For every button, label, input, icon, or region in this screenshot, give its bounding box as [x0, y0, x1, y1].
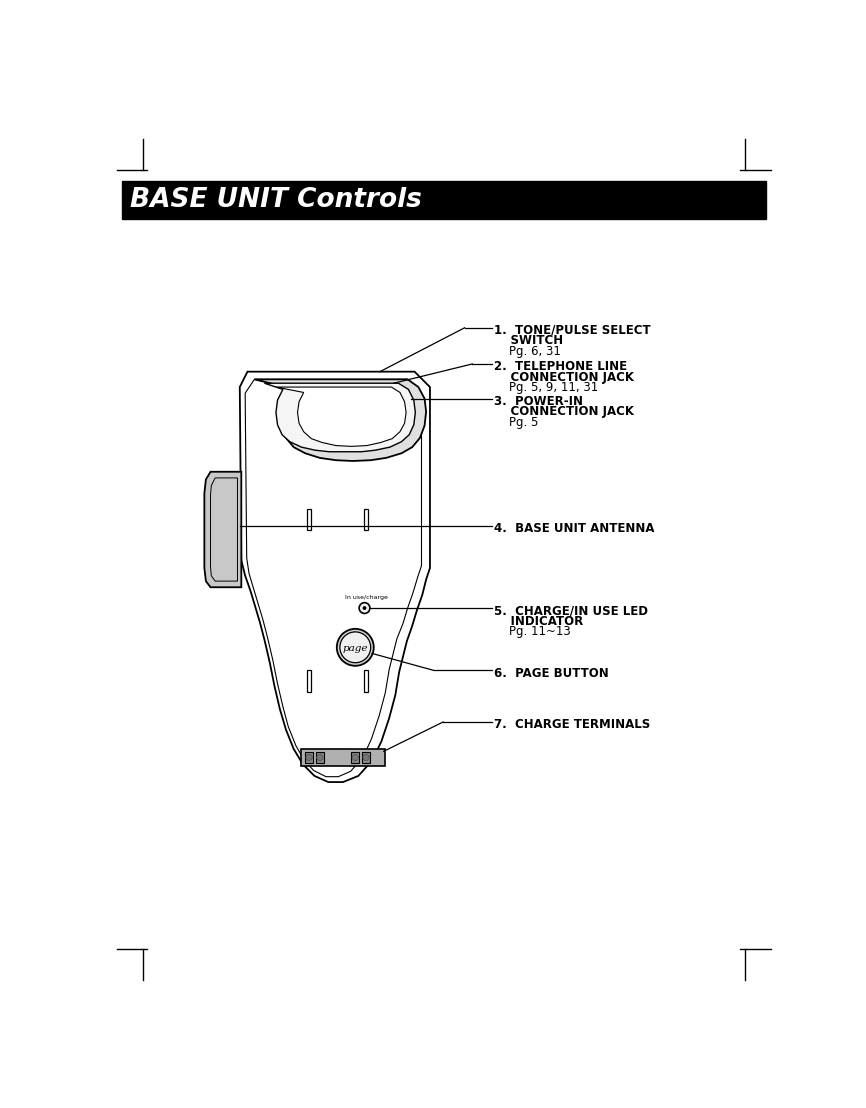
Circle shape	[359, 603, 370, 614]
Bar	[305, 752, 313, 762]
Text: BASE UNIT Controls: BASE UNIT Controls	[131, 187, 423, 213]
Text: Pg. 11~13: Pg. 11~13	[494, 625, 571, 638]
Bar	[362, 752, 370, 762]
Circle shape	[352, 755, 359, 760]
Text: CONNECTION JACK: CONNECTION JACK	[494, 370, 634, 383]
Bar	[364, 670, 368, 692]
Text: INDICATOR: INDICATOR	[494, 615, 583, 627]
Text: Pg. 5, 9, 11, 31: Pg. 5, 9, 11, 31	[494, 381, 598, 394]
Bar	[301, 749, 385, 766]
Text: 2.  TELEPHONE LINE: 2. TELEPHONE LINE	[494, 360, 627, 373]
Bar	[316, 752, 324, 762]
Text: CONNECTION JACK: CONNECTION JACK	[494, 406, 634, 418]
Circle shape	[363, 755, 369, 760]
Polygon shape	[240, 371, 430, 782]
Bar	[364, 509, 368, 531]
Text: 1.  TONE/PULSE SELECT: 1. TONE/PULSE SELECT	[494, 324, 650, 337]
Bar	[307, 670, 312, 692]
Text: 4.  BASE UNIT ANTENNA: 4. BASE UNIT ANTENNA	[494, 522, 655, 535]
Text: In use/charge: In use/charge	[345, 595, 387, 601]
Polygon shape	[204, 472, 242, 587]
Circle shape	[337, 629, 374, 666]
Polygon shape	[264, 383, 416, 452]
Text: 6.  PAGE BUTTON: 6. PAGE BUTTON	[494, 667, 609, 679]
Circle shape	[363, 606, 366, 611]
Text: Pg. 6, 31: Pg. 6, 31	[494, 345, 561, 358]
Bar	[122, 181, 766, 219]
Text: Pg. 5: Pg. 5	[494, 416, 539, 429]
Polygon shape	[255, 379, 426, 461]
Polygon shape	[276, 387, 406, 447]
Text: page: page	[343, 644, 368, 653]
Bar	[352, 752, 359, 762]
Circle shape	[339, 632, 371, 663]
Circle shape	[306, 755, 312, 760]
Text: 3.  POWER-IN: 3. POWER-IN	[494, 394, 583, 408]
Text: SWITCH: SWITCH	[494, 335, 563, 347]
Text: 5.  CHARGE/IN USE LED: 5. CHARGE/IN USE LED	[494, 604, 648, 617]
Bar	[307, 509, 312, 531]
Text: 7.  CHARGE TERMINALS: 7. CHARGE TERMINALS	[494, 718, 650, 731]
Circle shape	[317, 755, 323, 760]
